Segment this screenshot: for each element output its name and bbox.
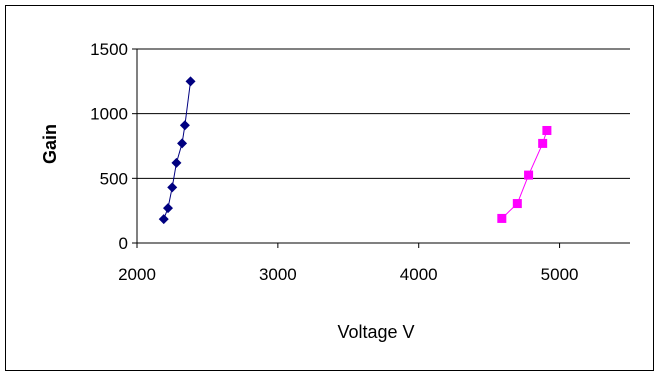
data-point [542, 125, 552, 135]
y-axis-title: Gain [40, 124, 60, 164]
y-tick-label: 1500 [90, 40, 128, 59]
data-point [538, 138, 548, 148]
data-series [158, 76, 552, 225]
y-tick-label: 1000 [90, 105, 128, 124]
scatter-chart: 0 500 1000 1500 2000 3000 4000 5000 Voltage V G… [40, 40, 630, 342]
axes [132, 48, 630, 248]
data-point [512, 199, 522, 209]
data-point [158, 214, 169, 225]
series-2 [497, 125, 552, 223]
gridlines [137, 48, 630, 179]
x-tick-label: 2000 [118, 265, 156, 284]
data-point [171, 157, 182, 168]
x-tick-label: 5000 [541, 265, 579, 284]
y-tick-label: 0 [119, 234, 128, 253]
y-tick-label: 500 [100, 169, 128, 188]
series-1 [158, 76, 196, 225]
data-point [185, 76, 196, 87]
data-point [177, 138, 188, 149]
data-point [497, 213, 507, 223]
data-point [167, 182, 178, 193]
chart-frame: 0 500 1000 1500 2000 3000 4000 5000 Voltage V G… [5, 5, 654, 371]
x-axis-title: Voltage V [337, 322, 414, 342]
x-tick-label: 3000 [259, 265, 297, 284]
data-point [179, 120, 190, 131]
x-tick-label: 4000 [400, 265, 438, 284]
series-line [163, 81, 192, 220]
data-point [524, 170, 534, 180]
tick-labels: 0 500 1000 1500 2000 3000 4000 5000 [90, 40, 578, 284]
data-point [162, 203, 173, 214]
